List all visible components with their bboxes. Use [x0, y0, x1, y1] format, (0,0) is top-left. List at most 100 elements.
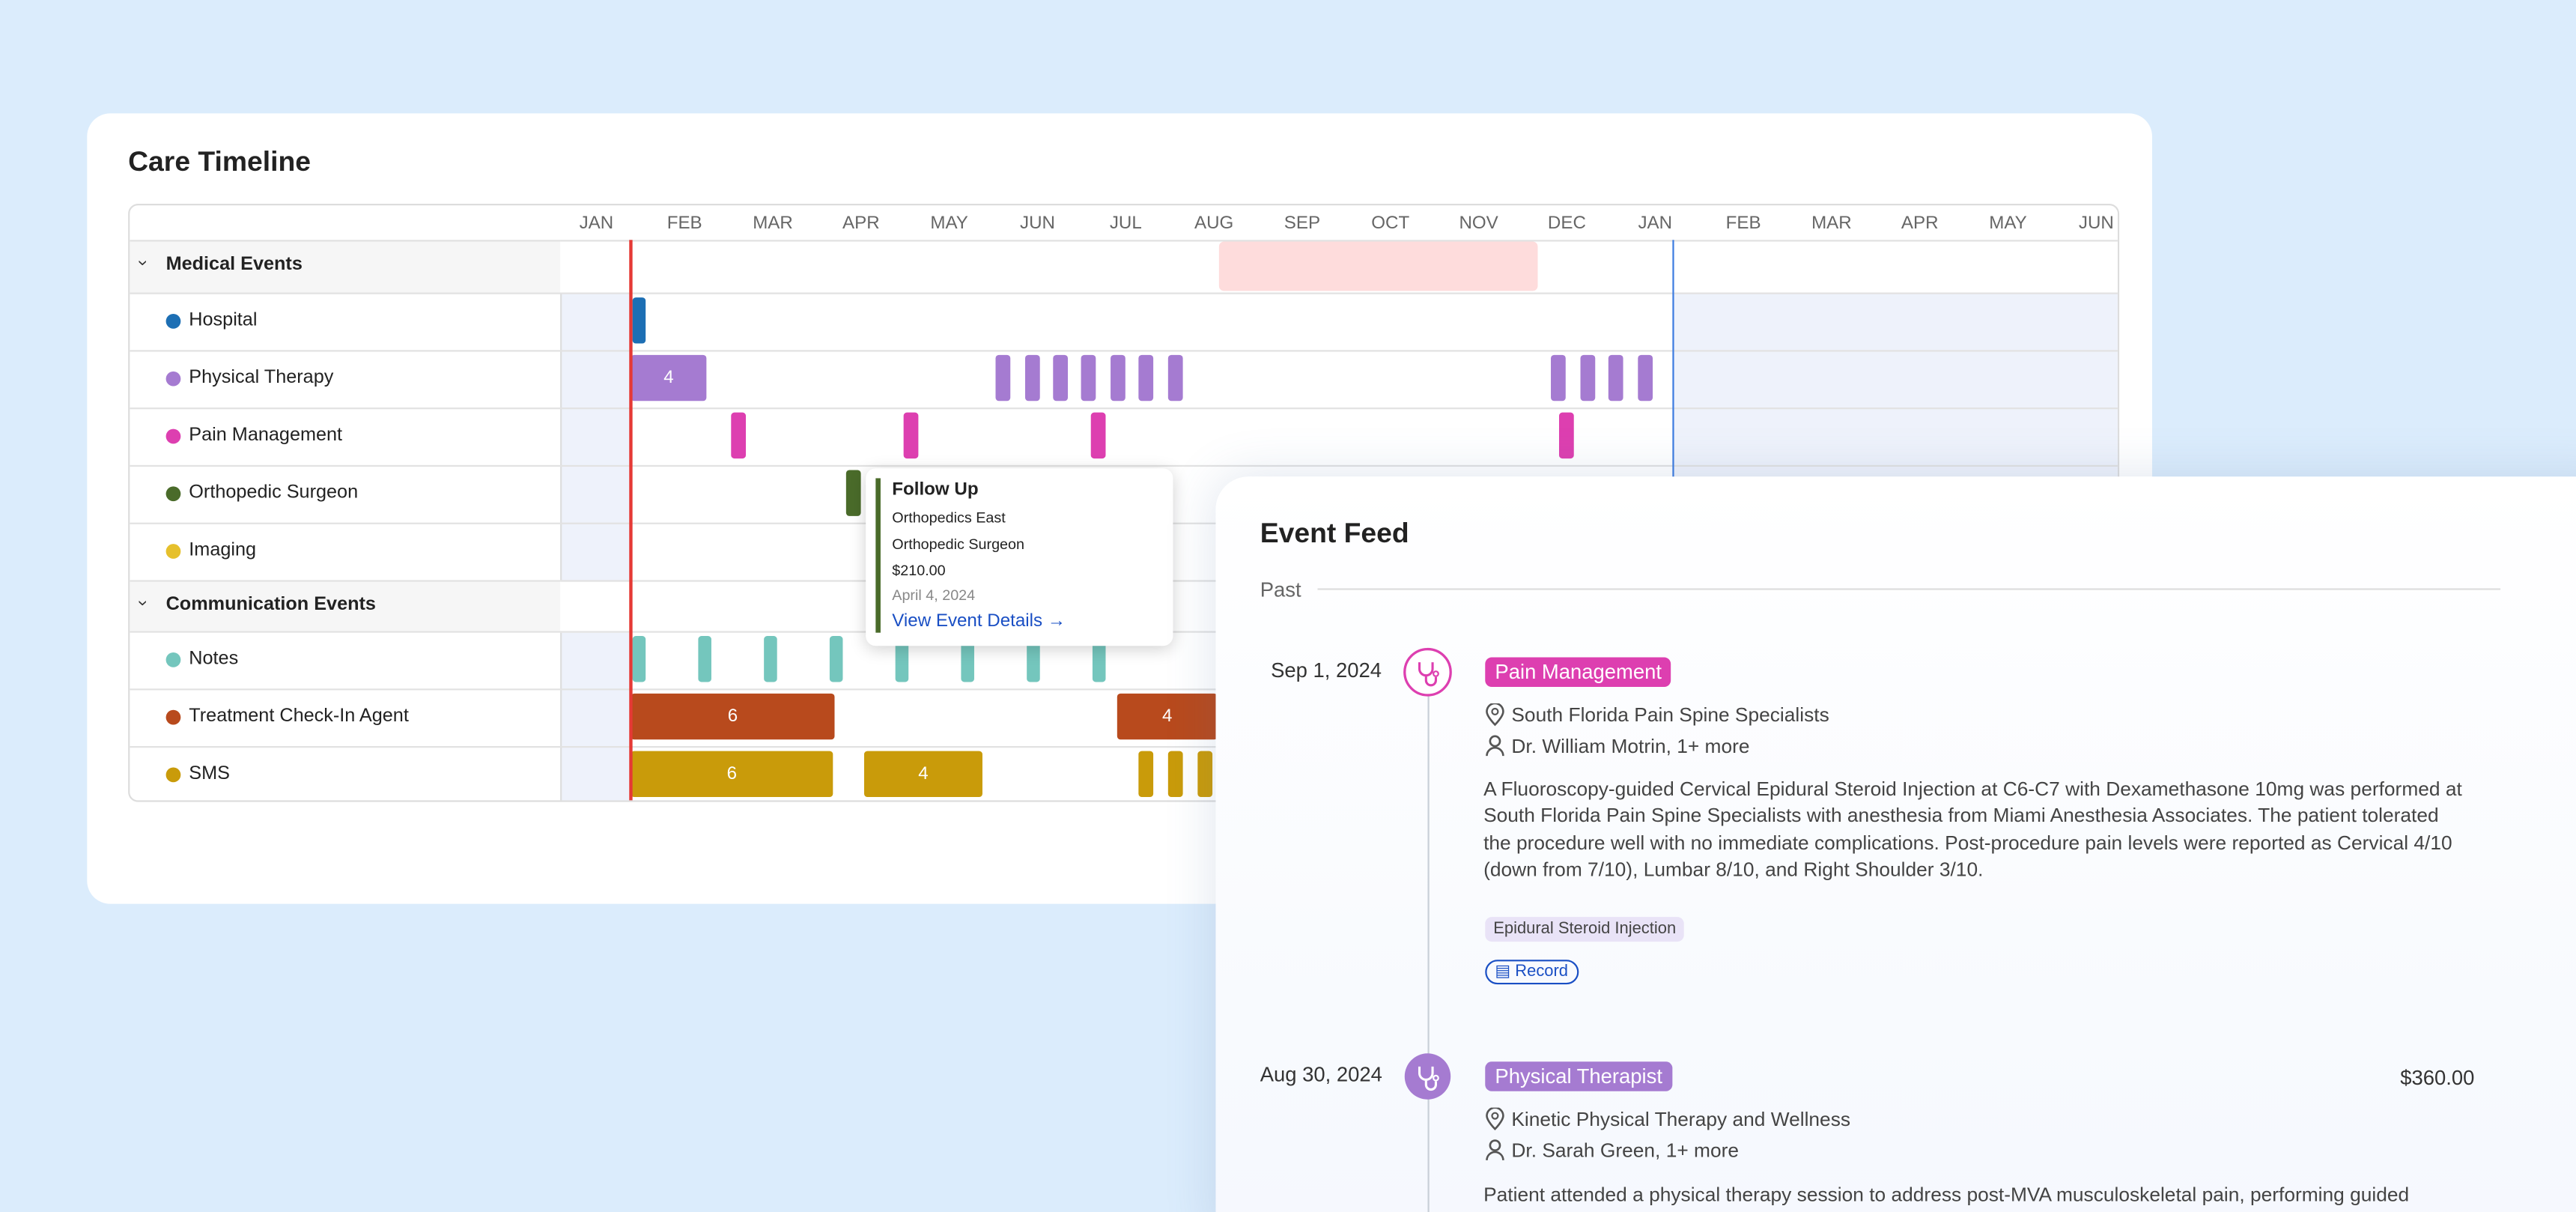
row-border: [130, 350, 2118, 352]
row-label: Notes: [189, 649, 239, 669]
tooltip-line: Orthopedics East: [892, 509, 1006, 527]
row-border: [130, 688, 2118, 691]
label-column-border: [560, 240, 562, 801]
event-bar: [632, 297, 646, 344]
feed-title: Event Feed: [1260, 518, 1409, 549]
range-highlight: [1218, 241, 1538, 291]
divider: [1317, 588, 2501, 590]
event-bar: 6: [631, 751, 833, 798]
legend-dot: [165, 486, 181, 502]
event-bar: [1551, 354, 1566, 402]
event-bar: [1138, 354, 1154, 402]
event-tag: Pain Management: [1485, 657, 1672, 688]
timeline-title: Care Timeline: [128, 146, 312, 178]
event-price: $360.00: [2400, 1066, 2475, 1090]
pin-icon: [1486, 1107, 1504, 1131]
month-label: JUL: [1109, 213, 1142, 234]
event-icon: [1404, 1053, 1451, 1100]
person-icon: [1486, 1139, 1504, 1161]
arrow-icon: →: [1047, 611, 1066, 631]
event-bar: [1111, 354, 1126, 402]
row-border: [130, 746, 2118, 748]
pin-icon: [1486, 703, 1504, 727]
header-row: [130, 205, 2118, 242]
month-label: JAN: [579, 213, 614, 234]
legend-dot: [165, 544, 181, 559]
month-label: MAY: [930, 213, 968, 234]
event-tag: Physical Therapist: [1485, 1061, 1673, 1091]
event-date: Sep 1, 2024: [1271, 658, 1382, 682]
tooltip-line: Orthopedic Surgeon: [892, 536, 1025, 553]
event-bar: [1197, 751, 1213, 798]
tooltip-line: $210.00: [892, 562, 946, 579]
tooltip-link[interactable]: View Event Details →: [892, 611, 1066, 631]
event-bar: [961, 636, 974, 682]
event-bar: [1167, 751, 1183, 798]
link-text[interactable]: View Event Details: [892, 611, 1043, 631]
row-label: SMS: [189, 764, 230, 784]
event-bar: [731, 412, 747, 459]
event-bar: 4: [863, 751, 982, 798]
month-label: JUN: [1020, 213, 1055, 234]
today-marker: [1671, 240, 1674, 503]
month-label: NOV: [1459, 213, 1498, 234]
legend-dot: [165, 314, 181, 329]
event-bar: [995, 354, 1011, 402]
event-bar: [764, 636, 777, 682]
month-label: AUG: [1194, 213, 1234, 234]
event-bar: [1027, 636, 1040, 682]
event-bar: [903, 412, 919, 459]
month-label: DEC: [1547, 213, 1586, 234]
section-label: Past: [1260, 578, 1301, 602]
start-marker: [629, 240, 632, 801]
month-label: APR: [1901, 213, 1939, 234]
event-bar: [1167, 354, 1183, 402]
event-bar: [1053, 354, 1069, 402]
month-label: MAR: [1811, 213, 1852, 234]
group-label: Communication Events: [165, 595, 376, 615]
month-label: FEB: [666, 213, 702, 234]
event-bar: [698, 636, 711, 682]
month-label: SEP: [1284, 213, 1321, 234]
row-label: Orthopedic Surgeon: [189, 483, 359, 503]
legend-dot: [165, 767, 181, 783]
event-date: Aug 30, 2024: [1260, 1063, 1382, 1087]
month-label: OCT: [1371, 213, 1410, 234]
event-location: Kinetic Physical Therapy and Wellness: [1511, 1107, 1851, 1131]
event-bar: [1081, 354, 1096, 402]
tooltip-accent: [875, 478, 881, 633]
chevron: ›: [133, 600, 153, 607]
row-border: [130, 292, 2118, 294]
event-bar: 4: [631, 354, 707, 402]
legend-dot: [165, 428, 181, 444]
past-shade: [560, 240, 631, 801]
legend-dot: [165, 371, 181, 387]
event-bar: [632, 636, 646, 682]
event-bar: [829, 636, 843, 682]
event-bar: [1558, 412, 1574, 459]
record-button[interactable]: ▤ Record: [1485, 960, 1580, 985]
legend-dot: [165, 709, 181, 725]
event-provider: Dr. William Motrin, 1+ more: [1511, 734, 1750, 758]
event-bar: [1090, 412, 1106, 459]
month-label: JAN: [1638, 213, 1673, 234]
event-location: South Florida Pain Spine Specialists: [1511, 703, 1829, 727]
procedure-tag: Epidural Steroid Injection: [1485, 917, 1685, 942]
event-description: Patient attended a physical therapy sess…: [1483, 1183, 2410, 1207]
event-bar: 6: [631, 693, 835, 740]
legend-dot: [165, 652, 181, 667]
chevron: ›: [133, 259, 153, 267]
event-icon: [1403, 647, 1452, 697]
event-bar: [1138, 751, 1154, 798]
button-text[interactable]: Record: [1515, 963, 1569, 981]
month-label: APR: [842, 213, 880, 234]
event-bar: [1092, 636, 1106, 682]
month-label: MAR: [753, 213, 793, 234]
group-label: Medical Events: [165, 255, 303, 275]
row-label: Imaging: [189, 540, 257, 561]
tooltip-title: Follow Up: [892, 479, 979, 500]
month-label: MAY: [1989, 213, 2027, 234]
row-border: [130, 464, 2118, 467]
row-label: Treatment Check-In Agent: [189, 706, 409, 727]
